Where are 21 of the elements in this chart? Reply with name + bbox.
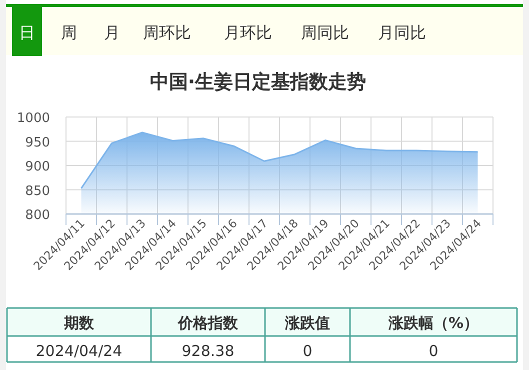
text: 2024/04/24 [36, 342, 122, 360]
text: 价格指数 [177, 314, 239, 332]
y-tick-label: 1000 [16, 111, 50, 126]
text: 周同比 [301, 23, 349, 42]
text: 月 [104, 23, 120, 42]
text: 月同比 [378, 23, 426, 42]
text: 0 [302, 342, 312, 360]
text: 月环比 [224, 23, 272, 42]
y-tick-label: 850 [25, 184, 50, 199]
chart-title: 中国·生姜日定基指数走势 [150, 71, 366, 93]
text: 0 [428, 342, 438, 360]
text: 周 [61, 23, 77, 42]
text: 日 [19, 23, 35, 42]
text: 928.38 [182, 342, 234, 360]
text: 涨跌值 [284, 314, 330, 332]
y-tick-label: 900 [25, 160, 50, 174]
y-tick-label: 800 [25, 208, 50, 223]
y-tick-label: 950 [25, 135, 50, 150]
text: 周环比 [143, 23, 191, 42]
text: 涨跌幅（%） [387, 314, 479, 332]
text: 期数 [63, 314, 95, 332]
